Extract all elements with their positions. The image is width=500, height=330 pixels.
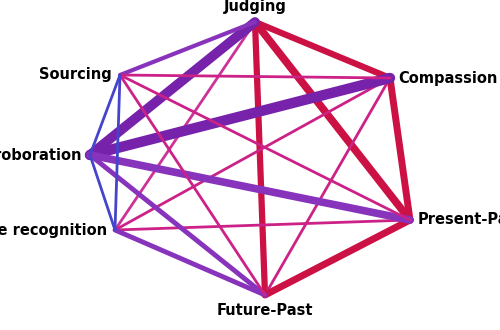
Text: Corroboration: Corroboration <box>0 148 82 162</box>
Text: Future-Past: Future-Past <box>217 303 313 318</box>
Text: Perspective recognition: Perspective recognition <box>0 222 107 238</box>
Text: Present-Past: Present-Past <box>418 213 500 227</box>
Text: Sourcing: Sourcing <box>39 68 112 82</box>
Text: Compassion: Compassion <box>398 71 498 85</box>
Text: Judging: Judging <box>224 0 286 14</box>
